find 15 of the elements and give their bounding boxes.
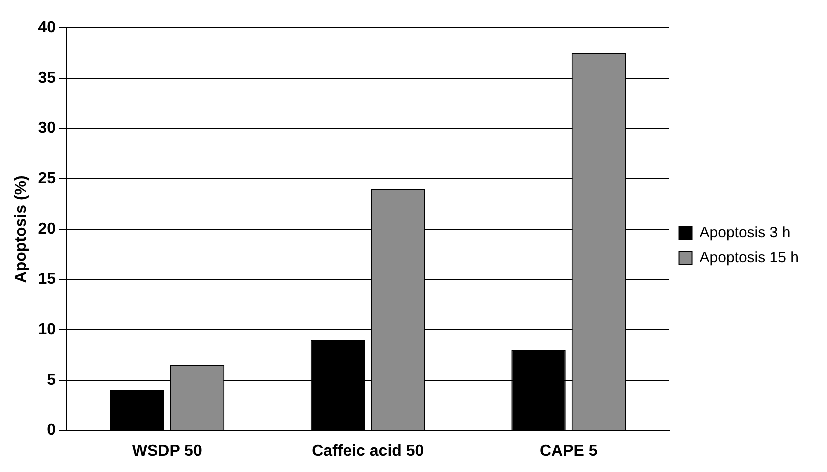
y-tick-label: 20 — [38, 220, 56, 238]
y-tick-label: 30 — [38, 120, 56, 138]
x-tick-label: CAPE 5 — [540, 442, 598, 460]
y-tick-label: 35 — [38, 70, 56, 87]
y-axis-title: Apoptosis (%) — [13, 176, 30, 284]
y-tick-label: 15 — [38, 271, 56, 288]
y-tick-label: 5 — [47, 372, 56, 389]
x-tick-label: WSDP 50 — [132, 442, 202, 460]
y-tick-label: 25 — [38, 170, 56, 188]
y-tick-label: 10 — [38, 322, 56, 339]
y-tick-label: 40 — [38, 19, 56, 36]
y-tick-label: 0 — [47, 422, 56, 440]
legend-label: Apoptosis 15 h — [700, 250, 800, 267]
legend-label: Apoptosis 3 h — [700, 224, 791, 242]
x-tick-label: Caffeic acid 50 — [312, 442, 424, 460]
